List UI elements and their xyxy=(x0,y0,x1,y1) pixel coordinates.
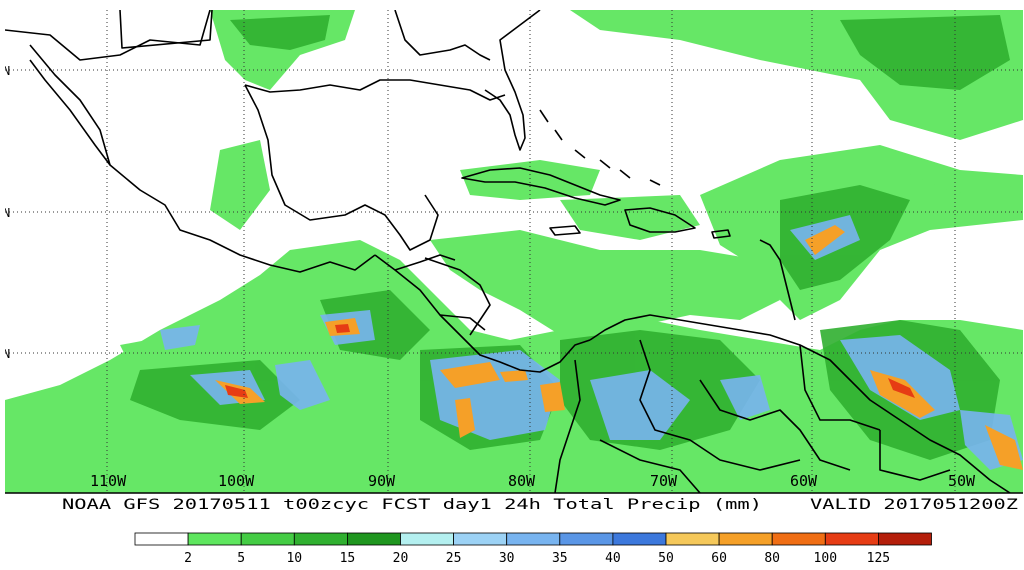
lat-mark-2: N xyxy=(3,206,10,220)
legend-swatch xyxy=(612,532,667,546)
legend-level-label: 100 xyxy=(814,551,837,566)
legend-swatch xyxy=(346,532,401,546)
legend-level-label: 15 xyxy=(340,551,356,566)
legend-swatch xyxy=(718,532,773,546)
legend-level-label: 60 xyxy=(711,551,727,566)
legend-level-label: 40 xyxy=(605,551,621,566)
precip-legend: 2 5 10 15 20 25 30 35 40 50 60 80 100 125 xyxy=(134,532,932,566)
valid-time: VALID 2017051200Z xyxy=(810,497,1018,513)
legend-level-label: 2 xyxy=(184,551,192,566)
legend-level-label: 50 xyxy=(658,551,674,566)
legend-level-label: 80 xyxy=(764,551,780,566)
precip-layer-heavy xyxy=(160,215,1023,470)
lon-label-100w: 100W xyxy=(218,472,255,490)
lon-label-80w: 80W xyxy=(508,472,536,490)
lon-label-90w: 90W xyxy=(368,472,396,490)
latitude-marks: N N N xyxy=(3,64,10,361)
precip-layer-core xyxy=(225,324,915,398)
legend-level-label: 5 xyxy=(237,551,245,566)
legend-swatch xyxy=(134,532,189,546)
legend-level-label: 30 xyxy=(499,551,515,566)
lat-mark-3: N xyxy=(3,347,10,361)
legend-swatch xyxy=(240,532,295,546)
legend-swatch xyxy=(878,532,932,546)
legend-level-label: 35 xyxy=(552,551,568,566)
coastlines xyxy=(5,10,1011,493)
lon-label-60w: 60W xyxy=(790,472,818,490)
legend-level-label: 125 xyxy=(867,551,890,566)
lon-label-50w: 50W xyxy=(948,472,976,490)
legend-swatch xyxy=(187,532,242,546)
legend-swatch xyxy=(453,532,508,546)
lat-mark-1: N xyxy=(3,64,10,78)
legend-swatch xyxy=(400,532,454,546)
legend-swatch xyxy=(293,532,348,546)
legend-level-label: 10 xyxy=(286,551,302,566)
legend-level-label: 20 xyxy=(393,551,409,566)
legend-swatch xyxy=(506,532,561,546)
legend-swatch xyxy=(771,532,826,546)
legend-swatch xyxy=(824,532,879,546)
legend-swatch xyxy=(559,532,614,546)
map-caption: NOAA GFS 20170511 t00zcyc FCST day1 24h … xyxy=(62,497,762,513)
lon-label-70w: 70W xyxy=(650,472,678,490)
legend-level-label: 25 xyxy=(446,551,462,566)
legend-swatch xyxy=(665,532,720,546)
precip-layer-extreme xyxy=(215,225,1023,470)
lon-label-110w: 110W xyxy=(90,472,127,490)
longitude-labels: 110W 100W 90W 80W 70W 60W 50W xyxy=(90,472,976,490)
lat-lon-grid xyxy=(5,10,1023,493)
